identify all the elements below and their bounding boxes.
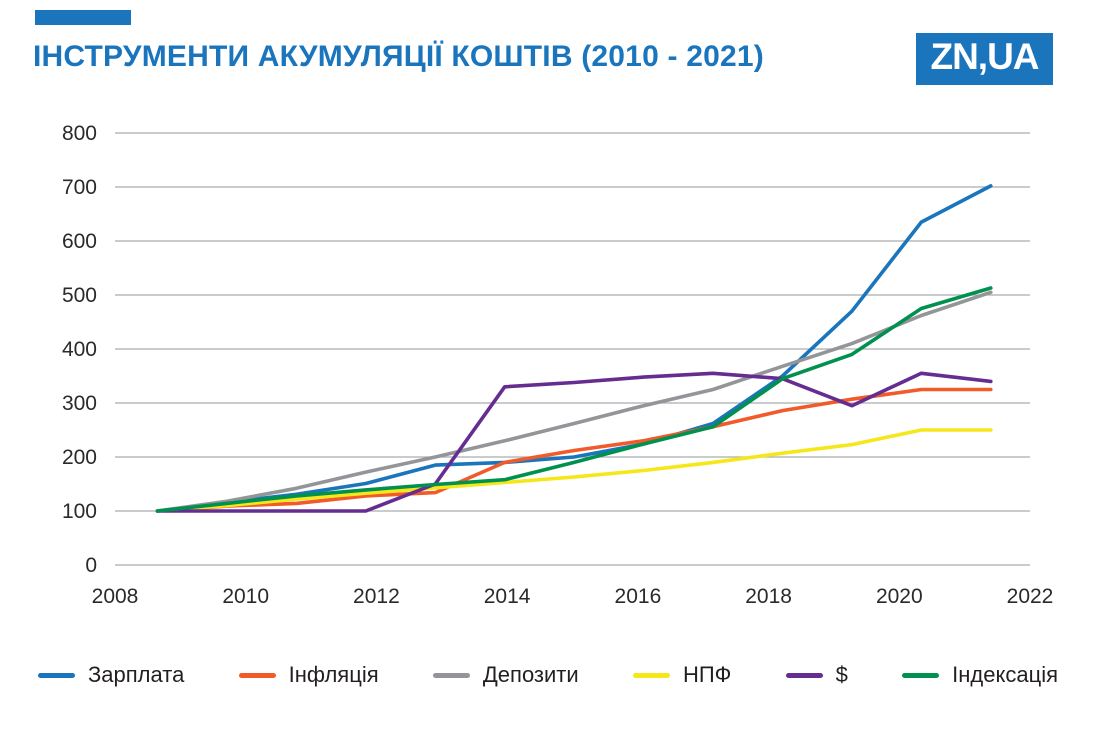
accent-bar [35, 10, 131, 25]
y-tick-label: 100 [62, 500, 97, 523]
legend: Зарплата Інфляція Депозити НПФ $ Індексація [38, 662, 1058, 688]
legend-swatch [785, 672, 823, 678]
legend-item: $ [785, 662, 848, 688]
legend-swatch [632, 672, 670, 678]
x-tick-label: 2010 [222, 585, 269, 608]
legend-item: Депозити [432, 662, 579, 688]
page-title: ІНСТРУМЕНТИ АКУМУЛЯЦІЇ КОШТІВ (2010 - 20… [33, 40, 764, 73]
y-tick-label: 400 [62, 338, 97, 361]
y-tick-label: 700 [62, 176, 97, 199]
znua-logo: ZN,UA [916, 33, 1053, 85]
series-Індексація [155, 286, 993, 513]
legend-item: Зарплата [38, 662, 184, 688]
legend-label: $ [835, 662, 848, 687]
x-tick-label: 2008 [92, 585, 139, 608]
x-tick-label: 2018 [745, 585, 792, 608]
legend-label: НПФ [682, 662, 732, 687]
y-tick-label: 800 [62, 122, 97, 145]
y-tick-label: 0 [85, 554, 97, 577]
legend-item: Індексація [902, 662, 1058, 688]
legend-label: Зарплата [88, 662, 185, 687]
legend-label: Індексація [952, 662, 1058, 687]
y-tick-label: 300 [62, 392, 97, 415]
x-tick-label: 2014 [484, 585, 531, 608]
y-tick-label: 600 [62, 230, 97, 253]
legend-item: Інфляція [238, 662, 379, 688]
y-tick-label: 200 [62, 446, 97, 469]
legend-swatch [238, 672, 276, 678]
series-Депозити [155, 290, 993, 513]
series-$ [155, 371, 993, 513]
x-tick-label: 2022 [1007, 585, 1054, 608]
legend-swatch [432, 672, 470, 678]
line-chart: 0 100 200 300 400 500 600 700 800 2008 2010 2012 201… [62, 122, 1054, 608]
x-tick-label: 2012 [353, 585, 400, 608]
x-tick-label: 2020 [876, 585, 923, 608]
series-НПФ [155, 428, 993, 513]
legend-label: Інфляція [288, 662, 379, 687]
y-tick-label: 500 [62, 284, 97, 307]
series-Інфляція [155, 387, 993, 513]
legend-swatch [38, 672, 75, 678]
legend-swatch [902, 672, 940, 678]
legend-label: Депозити [482, 662, 579, 687]
legend-item: НПФ [632, 662, 732, 688]
x-tick-label: 2016 [615, 585, 662, 608]
